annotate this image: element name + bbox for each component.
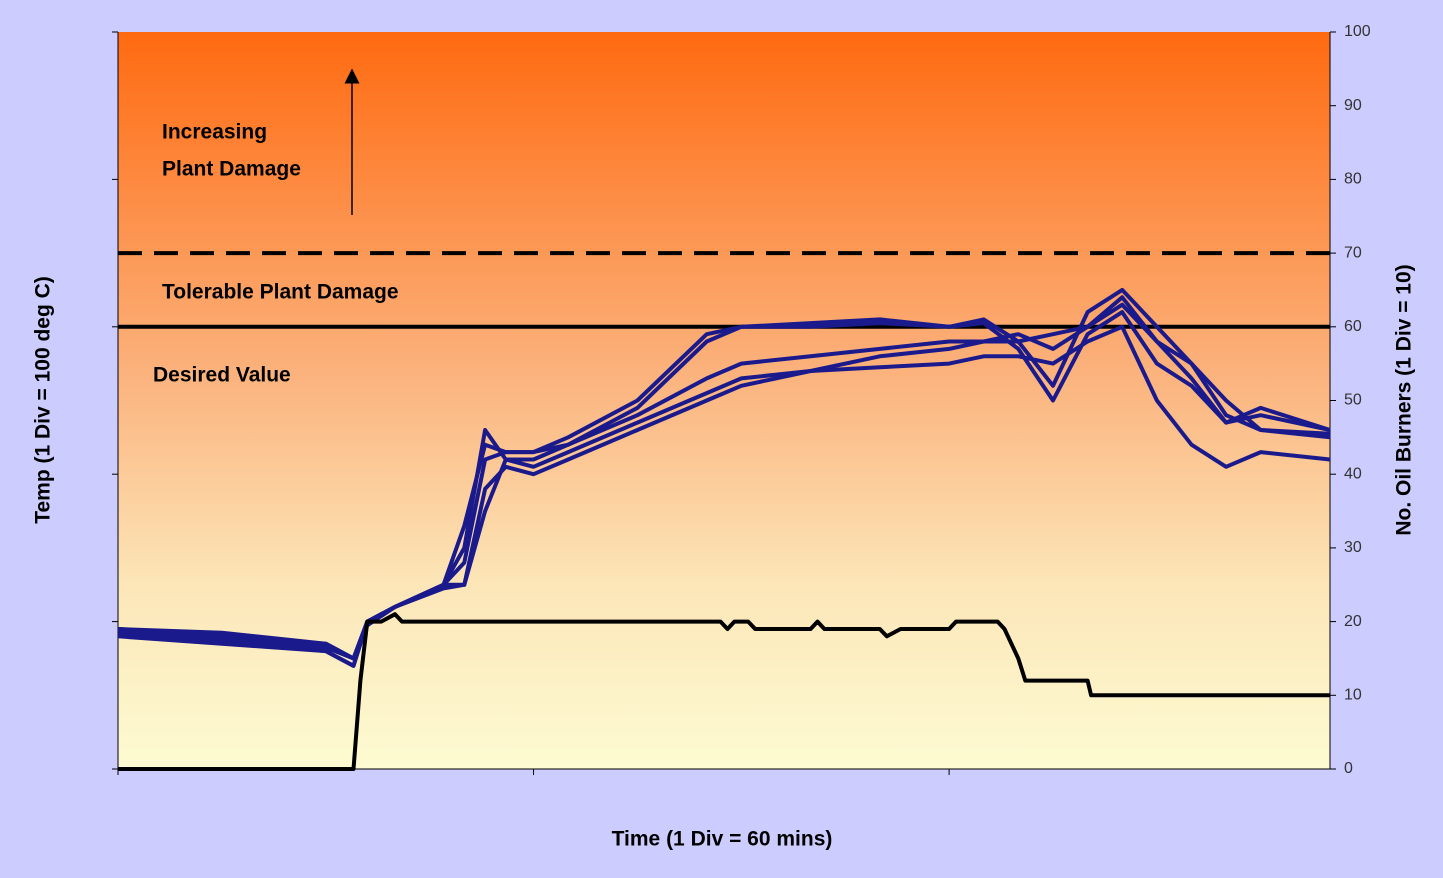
y2-axis-title: No. Oil Burners (1 Div = 10) [1393,264,1416,535]
series-line [118,612,1330,771]
y2-tick-label: 0 [1344,760,1353,777]
y2-tick-label: 20 [1344,613,1362,630]
x-axis-title: Time (1 Div = 60 mins) [612,828,833,851]
annotation: Desired Value [153,364,291,387]
y2-tick-label: 70 [1344,244,1362,261]
y2-tick-label: 60 [1344,318,1362,335]
annotation: Plant Damage [162,158,301,181]
y2-tick-label: 90 [1344,97,1362,114]
y2-tick-label: 30 [1344,539,1362,556]
y2-tick-label: 40 [1344,465,1362,482]
y2-tick-label: 80 [1344,171,1362,188]
y2-tick-label: 50 [1344,392,1362,409]
plot-area [118,32,1330,769]
y2-tick-label: 10 [1344,687,1362,704]
annotation: Increasing [162,121,267,144]
y2-tick-label: 100 [1344,23,1371,40]
series-line [117,295,1331,661]
y-axis-title: Temp (1 Div = 100 deg C) [32,276,55,524]
annotation: Tolerable Plant Damage [162,281,399,304]
